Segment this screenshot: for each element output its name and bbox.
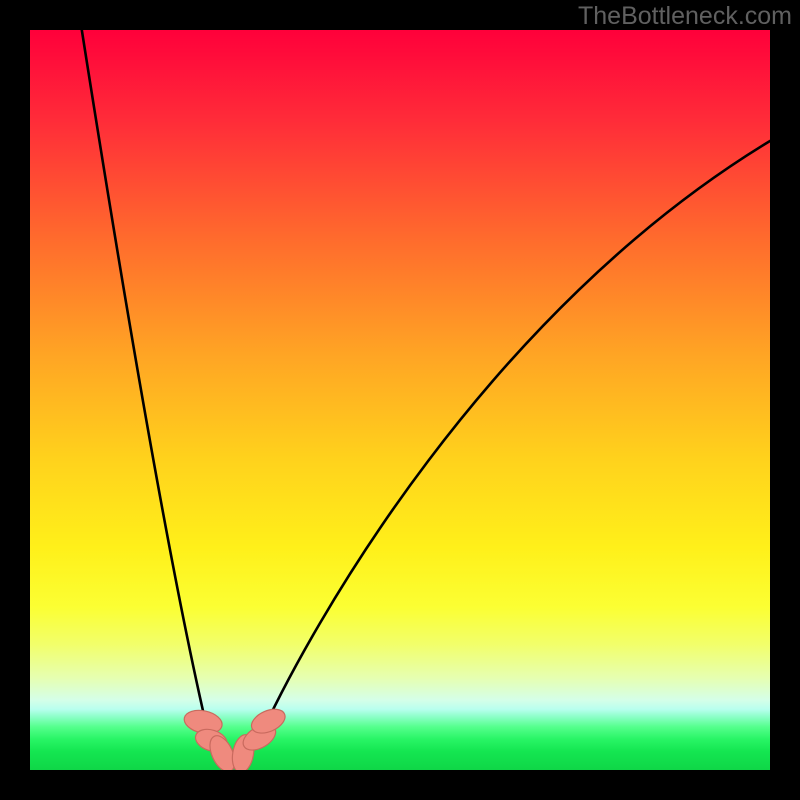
outer-frame: TheBottleneck.com (0, 0, 800, 800)
plot-area (30, 30, 770, 770)
watermark-text: TheBottleneck.com (578, 2, 792, 31)
gradient-background (30, 30, 770, 770)
chart-svg (30, 30, 770, 770)
